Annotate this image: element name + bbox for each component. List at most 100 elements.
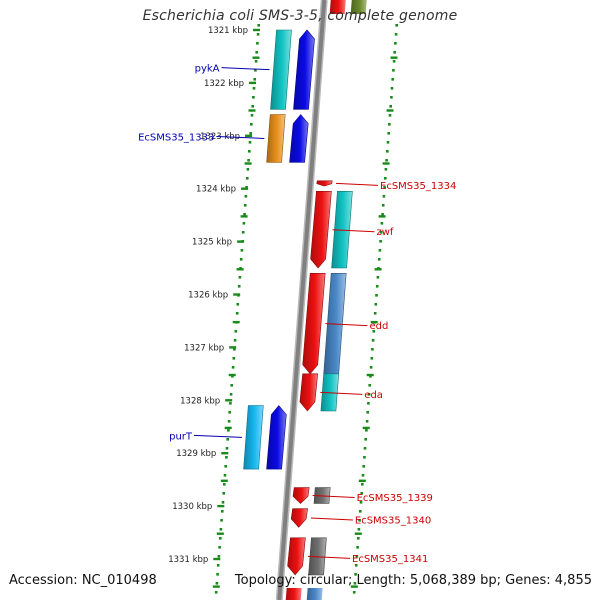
gene-feature[interactable] (266, 114, 286, 163)
gene-feature-partial (306, 588, 323, 600)
gene-label[interactable]: eda (364, 390, 383, 401)
tick-dot (384, 177, 387, 180)
tick-dot (364, 438, 367, 441)
tick-dot (249, 132, 252, 135)
gene-feature-partial (285, 588, 302, 600)
gene-label-leader (310, 517, 353, 521)
tick-dot (238, 276, 242, 279)
gene-feature[interactable] (270, 29, 292, 110)
gene-feature[interactable] (266, 405, 287, 470)
tick-dot (357, 528, 361, 531)
tick-dot (227, 429, 230, 432)
tick-dot (241, 231, 245, 234)
tick-dash (248, 109, 256, 112)
tick-dot (233, 339, 237, 342)
gene-label[interactable]: pykA (195, 64, 220, 75)
tick-dash (232, 320, 240, 324)
gene-feature[interactable] (243, 405, 264, 470)
tick-dash (370, 320, 378, 324)
gene-label[interactable]: edd (370, 321, 389, 332)
gene-feature[interactable] (289, 114, 309, 163)
tick-dot (380, 222, 384, 225)
scale-tick-mark (229, 346, 237, 349)
tick-dot (228, 411, 231, 414)
gene-feature[interactable] (290, 508, 308, 528)
tick-dot (242, 222, 246, 225)
gene-label-leader (335, 182, 379, 186)
tick-dot (217, 555, 221, 558)
scale-tick-mark (245, 134, 253, 137)
gene-label-leader (332, 229, 375, 233)
tick-dot (229, 402, 232, 405)
gene-label[interactable]: EcSMS35_1334 (380, 181, 456, 192)
tick-dash (220, 479, 228, 482)
tick-dot (393, 51, 396, 54)
tick-dot (365, 420, 369, 423)
tick-dash (240, 215, 248, 218)
tick-dot (233, 348, 236, 351)
scale-tick-label: 1329 kbp (176, 449, 216, 459)
gene-label[interactable]: EcSMS35_1333 (138, 132, 214, 143)
tick-dot (386, 150, 389, 153)
gene-feature[interactable] (287, 537, 306, 576)
scale-tick-label: 1328 kbp (180, 396, 220, 406)
tick-dot (359, 510, 362, 513)
tick-dot (375, 294, 378, 297)
scale-tick-mark (241, 187, 249, 190)
tick-dash (354, 532, 362, 535)
gene-label-leader (325, 323, 368, 327)
gene-feature[interactable] (293, 29, 315, 110)
tick-dot (251, 105, 254, 108)
tick-dot (371, 339, 375, 342)
tick-dot (383, 186, 386, 189)
tick-dot (247, 159, 250, 162)
gene-label[interactable]: purT (169, 431, 193, 442)
scale-tick-mark (249, 81, 256, 85)
tick-dot (352, 591, 356, 594)
tick-dot (371, 348, 374, 351)
accession-text: Accession: NC_010498 (9, 573, 157, 588)
gene-label[interactable]: EcSMS35_1339 (357, 493, 433, 504)
gene-feature[interactable] (292, 487, 310, 504)
tick-dot (394, 42, 397, 45)
gene-label[interactable]: zwf (377, 227, 394, 238)
tick-dash (378, 215, 386, 218)
gene-feature[interactable] (310, 191, 332, 269)
tick-dot (252, 87, 256, 90)
tick-dot (387, 132, 390, 135)
tick-dot (252, 96, 255, 99)
gene-label-leader (307, 555, 351, 559)
tick-dash (228, 373, 236, 377)
tick-dot (381, 204, 385, 207)
tick-dot (354, 564, 358, 567)
tick-dot (388, 114, 392, 117)
gene-feature[interactable] (316, 180, 333, 187)
tick-dot (354, 573, 357, 576)
tick-dot (257, 24, 260, 27)
tick-dot (218, 546, 221, 549)
tick-dot (359, 501, 363, 504)
gene-feature[interactable] (302, 272, 326, 375)
tick-dot (379, 231, 383, 234)
tick-dot (245, 186, 248, 189)
scale-tick-label: 1322 kbp (204, 79, 244, 89)
tick-dot (216, 573, 219, 576)
tick-dot (392, 60, 396, 63)
gene-feature[interactable] (299, 373, 319, 412)
tick-dot (367, 402, 370, 405)
tick-dash (244, 162, 252, 165)
tick-dot (239, 258, 243, 261)
tick-dot (370, 357, 374, 360)
gene-feature-partial (329, 0, 346, 14)
tick-dot (244, 195, 248, 198)
tick-dash (374, 268, 382, 271)
tick-dot (223, 474, 227, 477)
tick-dot (234, 330, 238, 333)
gene-label[interactable]: EcSMS35_1340 (355, 516, 431, 527)
tick-dot (229, 393, 233, 396)
tick-dot (369, 375, 372, 378)
gene-label[interactable]: EcSMS35_1341 (352, 554, 428, 565)
tick-dot (215, 582, 219, 585)
tick-dot (225, 447, 229, 450)
tick-dot (235, 312, 239, 315)
